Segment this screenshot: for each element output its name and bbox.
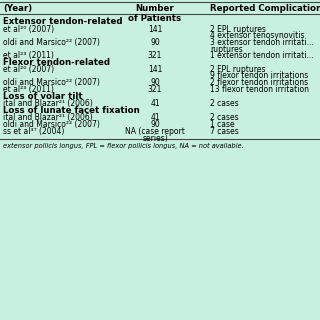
Text: 321: 321 — [148, 85, 162, 94]
Text: 321: 321 — [148, 51, 162, 60]
Text: (Year): (Year) — [3, 4, 32, 13]
Text: Loss of volar tilt: Loss of volar tilt — [3, 92, 83, 101]
Text: 2 FPL ruptures: 2 FPL ruptures — [210, 65, 266, 74]
Text: Flexor tendon-related: Flexor tendon-related — [3, 58, 110, 67]
Text: et al²³ (2011): et al²³ (2011) — [3, 51, 54, 60]
Text: 90: 90 — [150, 38, 160, 47]
Text: ital and Blazar²¹ (2006): ital and Blazar²¹ (2006) — [3, 113, 93, 122]
Text: series): series) — [142, 133, 168, 142]
Text: 2 cases: 2 cases — [210, 113, 239, 122]
Text: ital and Blazar²¹ (2006): ital and Blazar²¹ (2006) — [3, 99, 93, 108]
Text: oldi and Marsico²² (2007): oldi and Marsico²² (2007) — [3, 38, 100, 47]
Text: 41: 41 — [150, 113, 160, 122]
Text: 141: 141 — [148, 65, 162, 74]
Text: et al²³ (2011): et al²³ (2011) — [3, 85, 54, 94]
Text: et al²⁰ (2007): et al²⁰ (2007) — [3, 65, 54, 74]
Text: ruptures: ruptures — [210, 44, 243, 53]
Text: 90: 90 — [150, 78, 160, 87]
Text: ss et al³⁷ (2004): ss et al³⁷ (2004) — [3, 127, 64, 136]
Text: NA (case report: NA (case report — [125, 127, 185, 136]
Text: Number
of Patients: Number of Patients — [128, 4, 181, 23]
Text: 2 EPL ruptures: 2 EPL ruptures — [210, 25, 266, 34]
Text: oldi and Marsico²² (2007): oldi and Marsico²² (2007) — [3, 78, 100, 87]
Text: 141: 141 — [148, 25, 162, 34]
Text: extensor pollicis longus, FPL = flexor pollicis longus, NA = not available.: extensor pollicis longus, FPL = flexor p… — [3, 143, 244, 149]
Text: 7 cases: 7 cases — [210, 127, 239, 136]
Text: oldi and Marsico²² (2007): oldi and Marsico²² (2007) — [3, 120, 100, 129]
Text: 3 extensor tendon irritati...: 3 extensor tendon irritati... — [210, 38, 314, 47]
Text: Reported Complications: Reported Complications — [210, 4, 320, 13]
Text: et al²⁰ (2007): et al²⁰ (2007) — [3, 25, 54, 34]
Text: 9 flexor tendon irritations: 9 flexor tendon irritations — [210, 71, 308, 81]
Text: Extensor tendon-related: Extensor tendon-related — [3, 17, 123, 26]
Text: 90: 90 — [150, 120, 160, 129]
Text: 13 flexor tendon irritation: 13 flexor tendon irritation — [210, 85, 309, 94]
Text: 4 extensor tenosynovitis: 4 extensor tenosynovitis — [210, 31, 305, 41]
Text: Loss of lunate facet fixation: Loss of lunate facet fixation — [3, 106, 140, 115]
Text: 2 flexor tendon irritations: 2 flexor tendon irritations — [210, 78, 308, 87]
Text: 1 extensor tendon irritati...: 1 extensor tendon irritati... — [210, 51, 314, 60]
Text: 41: 41 — [150, 99, 160, 108]
Text: 1 case: 1 case — [210, 120, 235, 129]
Text: 2 cases: 2 cases — [210, 99, 239, 108]
